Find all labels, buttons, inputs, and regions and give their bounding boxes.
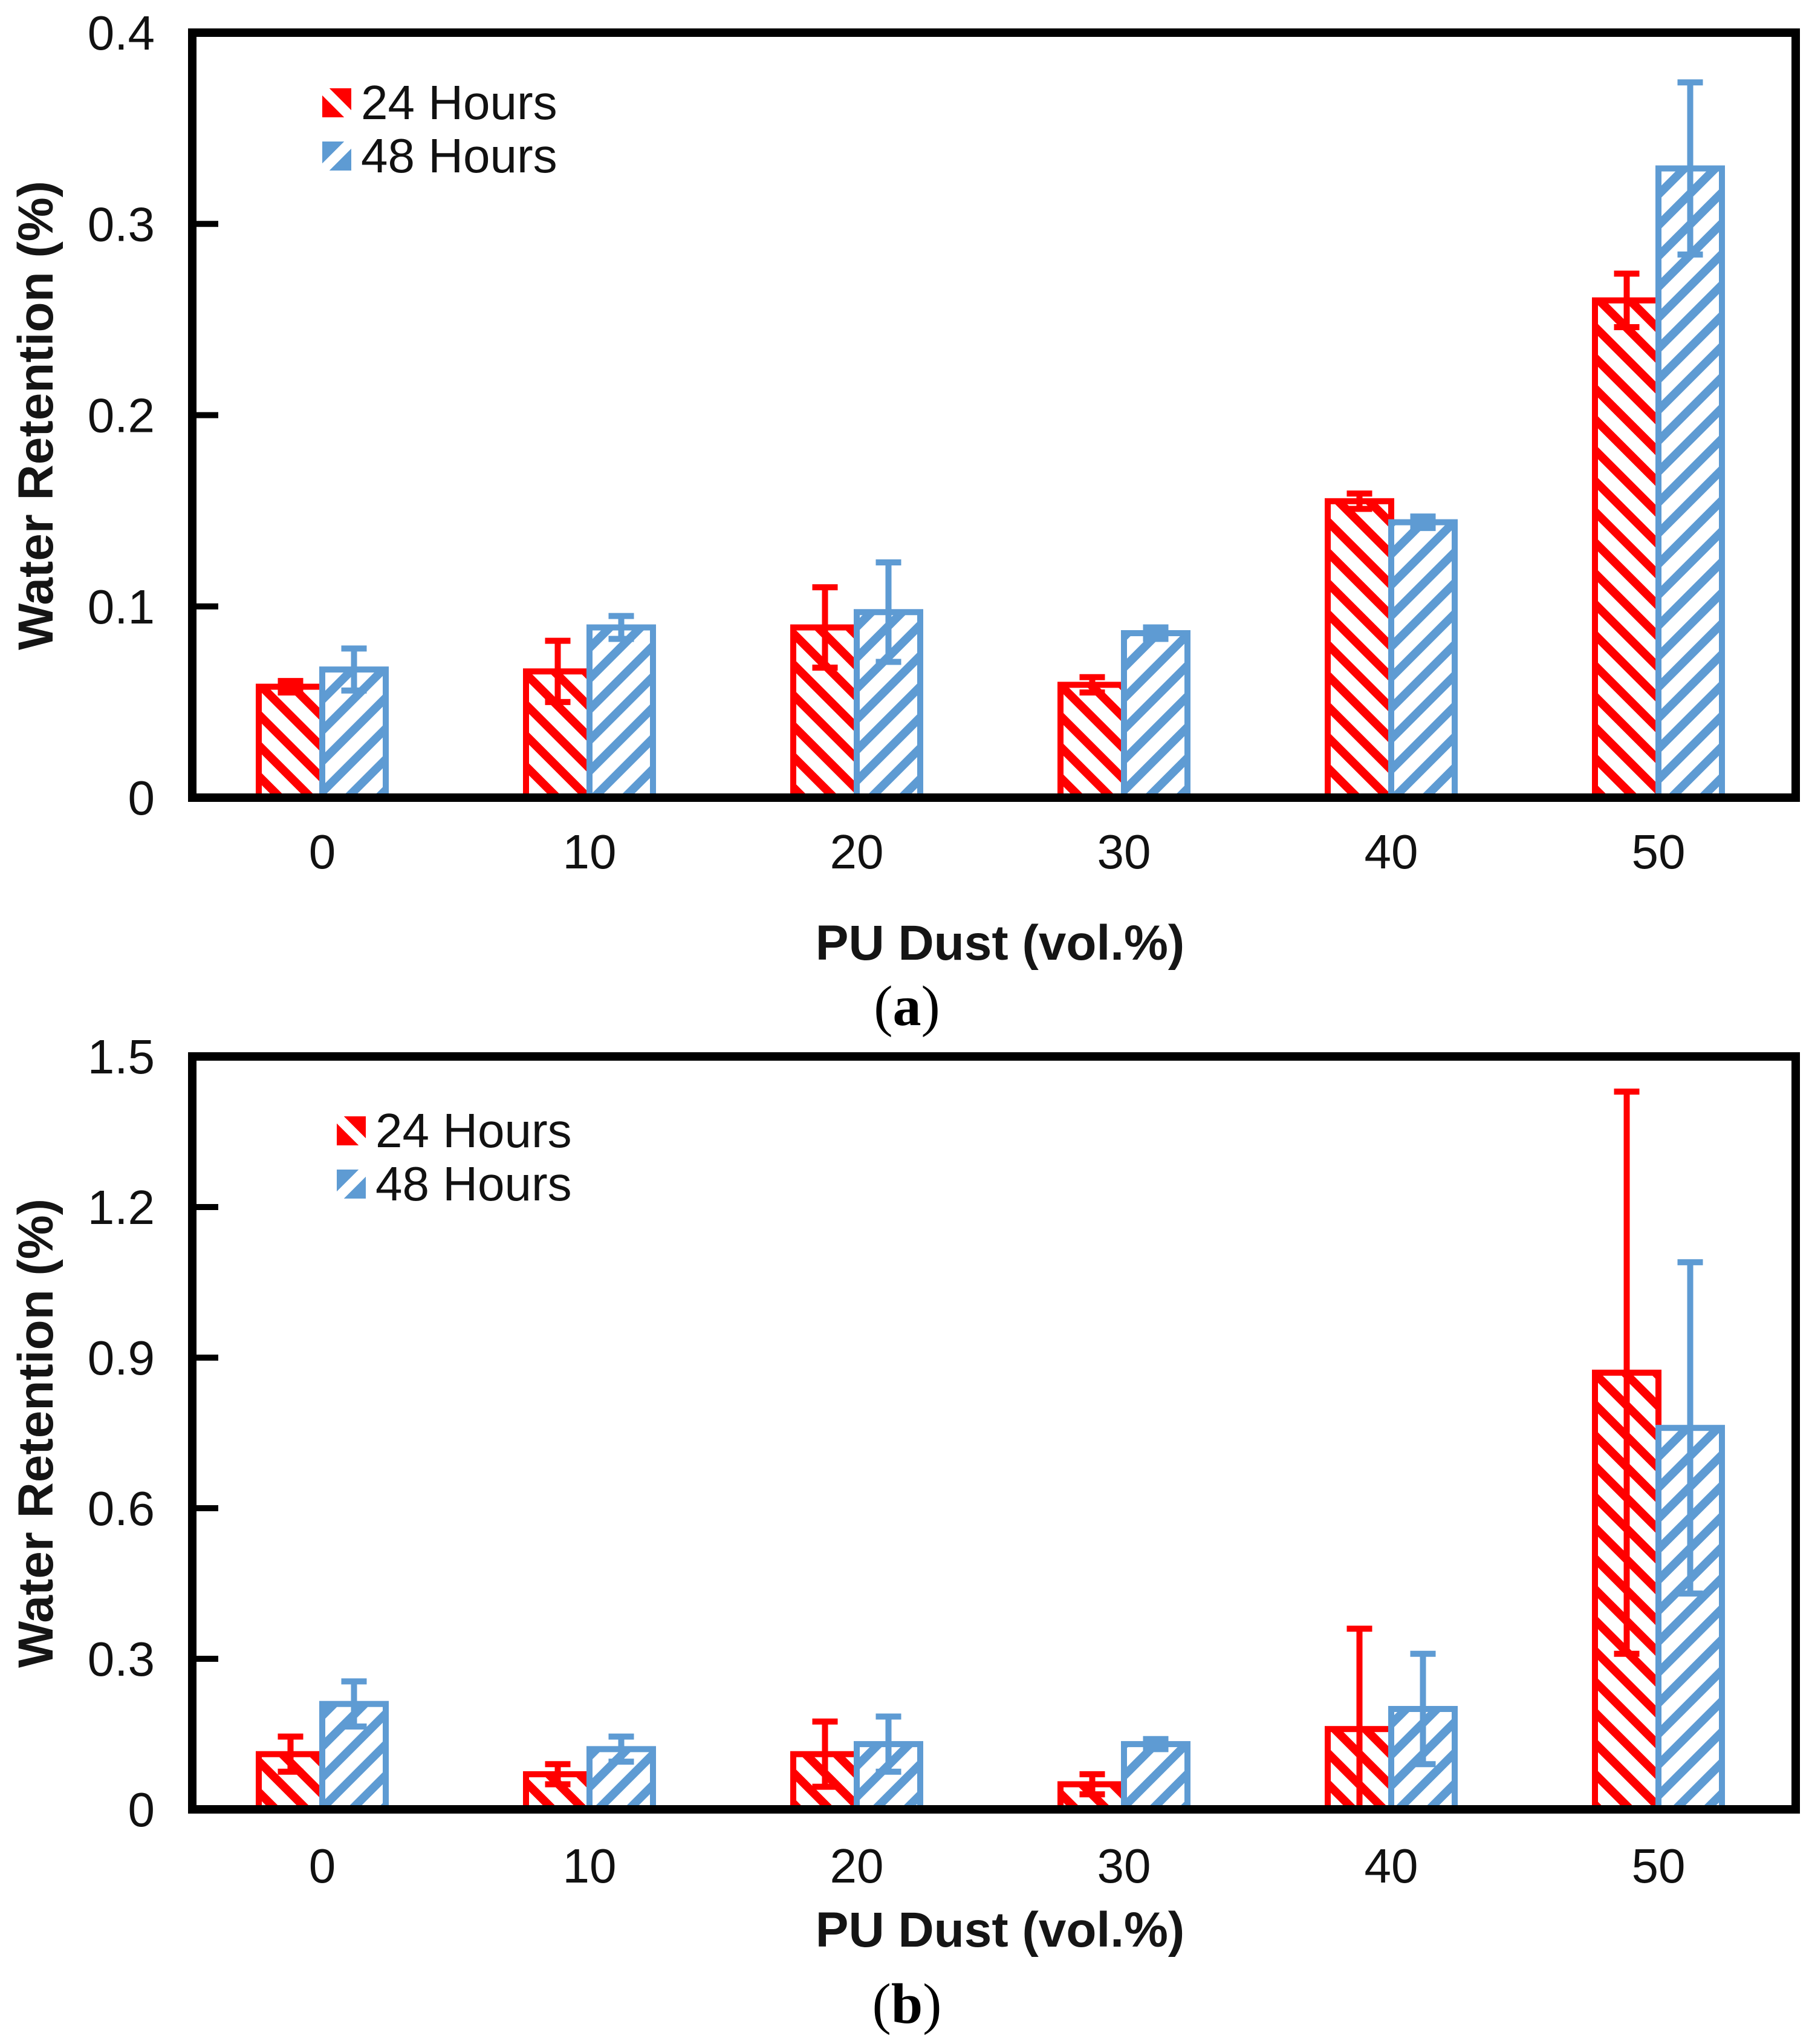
panel-b-xtick-label-40: 40 [1365,1839,1418,1893]
panel-b-errorbar-24-hours-x50 [1614,1089,1640,1657]
panel-a-errorbar-48-hours-x10 [608,613,634,642]
panel-a-x-axis-title: PU Dust (vol.%) [815,916,1185,971]
panel-b-bar-48-hours-x30 [1121,1741,1190,1813]
panel-b-ytick-label-0: 0 [128,1783,155,1837]
panel-a-label-suffix: ) [921,975,940,1038]
panel-a-xtick-label-30: 30 [1097,825,1151,879]
panel-a-errorbar-24-hours-x20 [812,584,838,671]
panel-b-legend-item-48-hours: 48 Hours [337,1160,572,1208]
panel-a-errorbar-48-hours-x20 [875,559,901,665]
panel-a-xtick-label-10: 10 [563,825,617,879]
panel-b-ytick-label-1.5: 1.5 [88,1030,155,1084]
panel-b-label-suffix: ) [923,1973,942,2036]
panel-b-label-letter: b [891,1973,923,2036]
legend-marker-24-hours-icon [322,88,351,117]
panel-a-label-prefix: ( [874,975,893,1038]
panel-b-legend-label-48-hours: 48 Hours [375,1157,572,1211]
panel-a-ytick-label-0.4: 0.4 [88,6,155,60]
panel-a-xtick-label-0: 0 [309,825,336,879]
panel-a-xtick-label-40: 40 [1365,825,1418,879]
panel-a-legend-item-24-hours: 24 Hours [322,79,557,127]
panel-a-errorbar-24-hours-x40 [1346,490,1372,512]
panel-b-ytick-label-0.9: 0.9 [88,1331,155,1385]
panel-a-errorbar-24-hours-x10 [545,637,571,705]
panel-a-bar-24-hours-x50 [1592,297,1661,801]
panel-a-errorbar-24-hours-x30 [1079,674,1105,696]
panel-a-errorbar-48-hours-x30 [1143,624,1169,642]
panel-a-bar-48-hours-x40 [1388,519,1458,801]
panel-a-bar-24-hours-x0 [256,683,325,801]
panel-b-xtick-label-30: 30 [1097,1839,1151,1893]
panel-a-errorbar-48-hours-x0 [341,645,367,694]
panel-b-legend-label-24-hours: 24 Hours [375,1104,572,1157]
panel-a-bar-24-hours-x30 [1057,682,1127,801]
panel-b-ytick-label-0.6: 0.6 [88,1482,155,1535]
panel-b-errorbar-48-hours-x20 [875,1713,901,1775]
panel-a-legend-item-48-hours: 48 Hours [322,132,557,180]
panel-b-errorbar-48-hours-x30 [1143,1736,1169,1753]
legend-marker-48-hours-icon [337,1170,366,1199]
panel-a-legend-label-48-hours: 48 Hours [361,129,557,183]
panel-a-ytick-label-0: 0 [128,771,155,825]
panel-a-bar-48-hours-x10 [586,624,656,801]
panel-b-errorbar-48-hours-x10 [608,1733,634,1765]
legend-marker-24-hours-icon [337,1116,366,1145]
panel-b-ytick-label-1.2: 1.2 [88,1180,155,1234]
panel-a-bar-48-hours-x30 [1121,630,1190,801]
panel-b-errorbar-24-hours-x10 [545,1761,571,1788]
panel-a-plot-border [188,28,1800,802]
panel-b-errorbar-48-hours-x40 [1410,1650,1436,1768]
panel-b-errorbar-48-hours-x0 [341,1678,367,1730]
panel-a-errorbar-48-hours-x40 [1410,513,1436,532]
panel-b-legend-item-24-hours: 24 Hours [337,1107,572,1155]
panel-b-xtick-label-20: 20 [830,1839,884,1893]
panel-b-xtick-label-0: 0 [309,1839,336,1893]
panel-b-ytick-label-0.3: 0.3 [88,1632,155,1686]
panel-b-xtick-label-50: 50 [1632,1839,1686,1893]
panel-b-label-prefix: ( [872,1973,891,2036]
panel-a-label: (a) [874,974,940,1039]
panel-b-label: (b) [872,1971,942,2037]
panel-a-bar-48-hours-x50 [1655,165,1725,801]
panel-b-errorbar-24-hours-x20 [812,1718,838,1790]
panel-a-errorbar-24-hours-x0 [278,678,304,696]
panel-a-xtick-label-20: 20 [830,825,884,879]
panel-a-errorbar-48-hours-x50 [1677,79,1703,258]
panel-b-errorbar-24-hours-x30 [1079,1771,1105,1798]
panel-a-xtick-label-50: 50 [1632,825,1686,879]
legend-marker-48-hours-icon [322,142,351,171]
panel-b-errorbar-48-hours-x50 [1677,1259,1703,1597]
panel-b-plot-border [188,1052,1800,1814]
panel-a-label-letter: a [892,975,921,1038]
panel-a-ytick-label-0.3: 0.3 [88,197,155,251]
panel-a-ytick-label-0.1: 0.1 [88,580,155,634]
panel-b-y-axis-title: Water Retention (%) [8,1199,63,1668]
panel-b-x-axis-title: PU Dust (vol.%) [815,1902,1185,1958]
panel-b-xtick-label-10: 10 [563,1839,617,1893]
panel-a-ytick-label-0.2: 0.2 [88,389,155,443]
panel-a-bar-24-hours-x40 [1325,498,1394,801]
panel-a-y-axis-title: Water Retention (%) [8,181,63,650]
panel-b-errorbar-24-hours-x0 [278,1733,304,1775]
panel-a-legend-label-24-hours: 24 Hours [361,76,557,129]
panel-a-errorbar-24-hours-x50 [1614,270,1640,331]
